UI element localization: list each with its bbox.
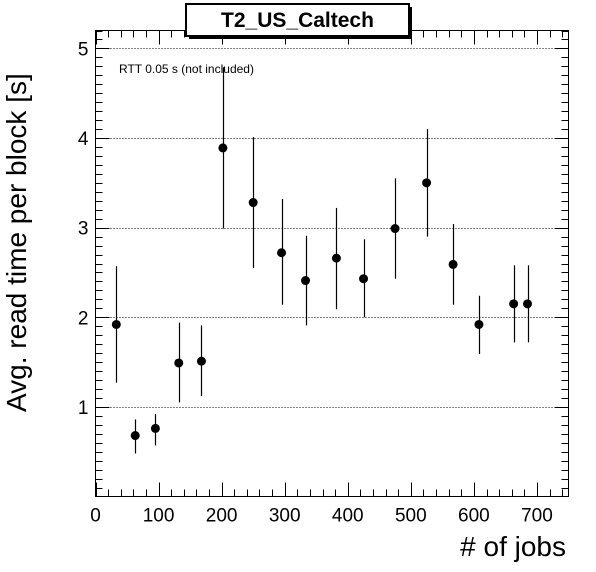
data-point — [150, 423, 160, 433]
y-tick-label: 3 — [78, 219, 89, 240]
x-axis-title: # of jobs — [460, 531, 566, 562]
data-point — [448, 259, 458, 269]
y-tick-label: 4 — [78, 129, 89, 150]
data-points — [111, 143, 533, 441]
chart-annotation: RTT 0.05 s (not included) — [119, 62, 254, 76]
x-tick-labels: 0 100 200 300 400 500 600 700 — [90, 506, 553, 527]
data-point — [111, 319, 121, 329]
grid-lines — [95, 48, 569, 408]
error-bars — [115, 67, 530, 454]
x-tick-label: 100 — [143, 506, 175, 527]
data-point — [331, 253, 341, 263]
x-tick-label: 600 — [458, 506, 490, 527]
y-tick-label: 5 — [78, 39, 89, 60]
data-point — [523, 299, 533, 309]
data-point — [390, 224, 400, 234]
title-box: T2_US_Caltech — [185, 3, 412, 39]
data-point — [174, 358, 184, 368]
data-point — [301, 276, 311, 286]
x-tick-label: 300 — [269, 506, 301, 527]
data-point — [248, 198, 258, 208]
data-point — [509, 299, 519, 309]
chart-title: T2_US_Caltech — [221, 9, 374, 32]
data-point — [130, 431, 140, 441]
data-point — [196, 356, 206, 366]
y-tick-labels: 1 2 3 4 5 — [78, 39, 89, 418]
x-tick-label: 200 — [206, 506, 238, 527]
x-tick-label: 400 — [332, 506, 364, 527]
data-point — [359, 274, 369, 284]
x-tick-label: 700 — [521, 506, 553, 527]
y-tick-label: 2 — [78, 308, 89, 329]
y-axis-title: Avg. read time per block [s] — [1, 73, 32, 412]
x-tick-label: 500 — [395, 506, 427, 527]
plot-frame — [95, 30, 569, 497]
axis-ticks — [95, 30, 569, 497]
data-point — [422, 178, 432, 188]
x-tick-label: 0 — [90, 506, 101, 527]
data-point — [474, 319, 484, 329]
data-point — [277, 248, 287, 258]
data-point — [218, 143, 228, 153]
y-tick-label: 1 — [78, 398, 89, 419]
